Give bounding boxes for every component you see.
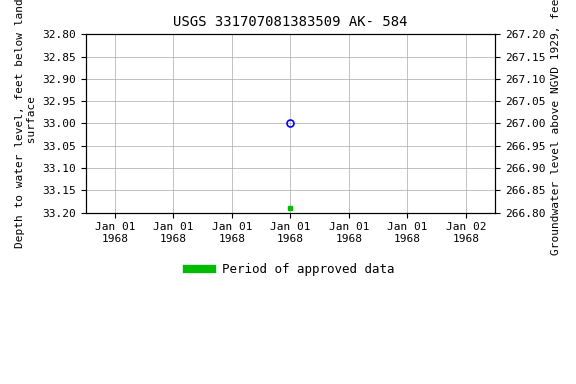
Y-axis label: Groundwater level above NGVD 1929, feet: Groundwater level above NGVD 1929, feet: [551, 0, 561, 255]
Title: USGS 331707081383509 AK- 584: USGS 331707081383509 AK- 584: [173, 15, 408, 29]
Legend: Period of approved data: Period of approved data: [181, 258, 399, 281]
Y-axis label: Depth to water level, feet below land
 surface: Depth to water level, feet below land su…: [15, 0, 37, 248]
